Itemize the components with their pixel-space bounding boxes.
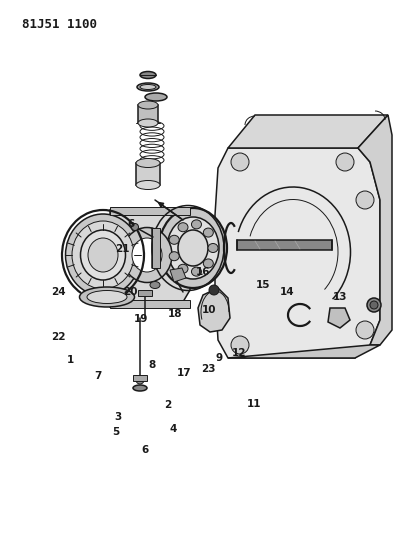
Text: 23: 23 [202, 364, 216, 374]
Bar [152, 228, 160, 268]
Ellipse shape [138, 101, 158, 109]
Ellipse shape [132, 223, 139, 230]
Ellipse shape [150, 281, 160, 288]
Ellipse shape [140, 85, 156, 90]
Ellipse shape [370, 301, 378, 309]
Polygon shape [198, 288, 230, 332]
Ellipse shape [356, 191, 374, 209]
Ellipse shape [159, 208, 227, 288]
Polygon shape [215, 148, 380, 358]
Ellipse shape [191, 267, 201, 276]
Text: 24: 24 [51, 287, 66, 297]
Ellipse shape [133, 385, 147, 391]
Text: 10: 10 [202, 305, 216, 315]
Text: 3: 3 [115, 412, 122, 422]
Text: 20: 20 [124, 287, 138, 297]
Polygon shape [228, 115, 388, 148]
Bar [136, 163, 160, 185]
Text: 6: 6 [141, 446, 149, 455]
Bar [110, 207, 190, 215]
Ellipse shape [87, 290, 127, 303]
Text: 5: 5 [113, 427, 120, 437]
Text: 1: 1 [67, 355, 74, 365]
Text: 11: 11 [247, 399, 261, 409]
Text: 12: 12 [232, 348, 247, 358]
Ellipse shape [231, 153, 249, 171]
Polygon shape [170, 268, 186, 282]
Ellipse shape [137, 83, 159, 91]
Ellipse shape [191, 220, 201, 229]
Text: 81J51 1100: 81J51 1100 [22, 18, 97, 31]
Ellipse shape [203, 259, 213, 268]
Polygon shape [328, 308, 350, 328]
Bar [138, 290, 152, 296]
Ellipse shape [208, 244, 218, 253]
Bar [133, 375, 147, 381]
Ellipse shape [178, 230, 208, 266]
Text: 22: 22 [51, 332, 65, 342]
Ellipse shape [65, 214, 141, 296]
Polygon shape [228, 345, 380, 358]
Ellipse shape [178, 223, 188, 232]
Text: 15: 15 [256, 280, 270, 290]
Ellipse shape [356, 321, 374, 339]
Ellipse shape [72, 221, 134, 289]
Ellipse shape [336, 153, 354, 171]
Bar [110, 300, 190, 308]
Text: 13: 13 [333, 293, 347, 302]
Ellipse shape [178, 264, 188, 273]
Polygon shape [110, 210, 190, 307]
Ellipse shape [132, 238, 162, 272]
Polygon shape [358, 115, 392, 345]
Ellipse shape [138, 119, 158, 127]
Text: 17: 17 [177, 368, 192, 378]
Text: 18: 18 [168, 310, 182, 319]
Bar [237, 240, 332, 250]
Text: 6: 6 [127, 219, 134, 229]
Ellipse shape [167, 217, 219, 279]
Ellipse shape [203, 228, 213, 237]
Text: 8: 8 [148, 360, 155, 370]
Bar [138, 105, 158, 123]
Ellipse shape [169, 235, 179, 244]
Ellipse shape [88, 238, 118, 272]
Ellipse shape [136, 376, 144, 384]
Ellipse shape [80, 287, 134, 307]
Text: 7: 7 [94, 371, 101, 381]
Ellipse shape [140, 71, 156, 78]
Text: 4: 4 [170, 424, 177, 434]
Text: 16: 16 [196, 267, 210, 277]
Ellipse shape [231, 336, 249, 354]
Ellipse shape [209, 285, 219, 295]
Ellipse shape [122, 228, 172, 282]
Text: 19: 19 [134, 314, 148, 324]
Text: 9: 9 [215, 353, 222, 363]
Ellipse shape [367, 298, 381, 312]
Ellipse shape [145, 93, 167, 101]
Ellipse shape [136, 158, 160, 167]
Ellipse shape [80, 230, 126, 280]
Text: 14: 14 [280, 287, 295, 297]
Ellipse shape [169, 252, 179, 261]
Text: 21: 21 [115, 245, 129, 254]
Ellipse shape [136, 181, 160, 190]
Text: 2: 2 [164, 400, 171, 410]
